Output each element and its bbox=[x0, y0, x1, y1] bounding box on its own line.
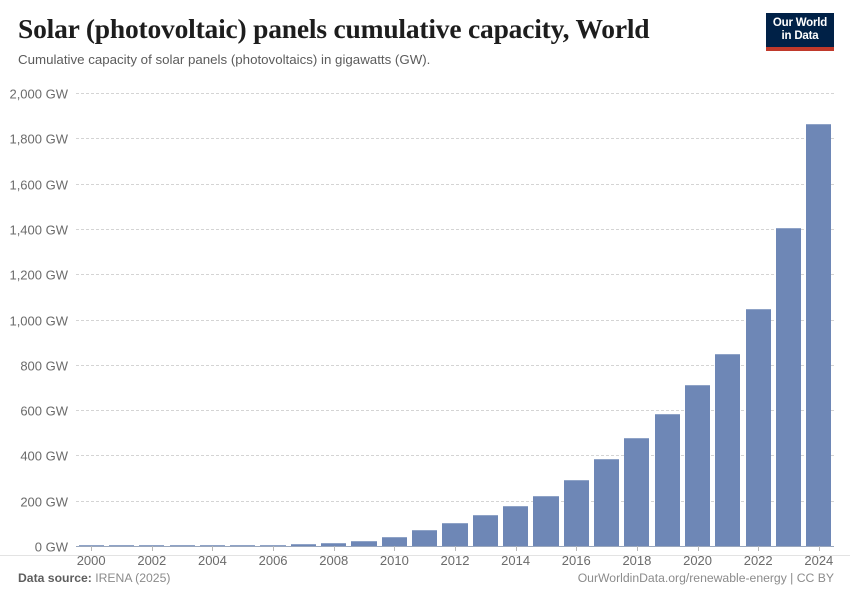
logo-line-1: Our World bbox=[772, 16, 828, 29]
x-axis-tick bbox=[394, 546, 396, 551]
gridline: 800 GW bbox=[20, 358, 834, 373]
bar[interactable] bbox=[594, 458, 620, 546]
x-axis-tick bbox=[455, 546, 456, 551]
gridline: 1,400 GW bbox=[9, 222, 834, 237]
x-axis-tick-label: 2020 bbox=[683, 553, 713, 568]
bar[interactable] bbox=[624, 437, 650, 546]
x-axis-tick bbox=[697, 546, 699, 551]
y-axis-tick-label: 800 GW bbox=[20, 358, 68, 374]
x-axis-tick-label: 2024 bbox=[804, 553, 834, 568]
x-axis-tick bbox=[212, 546, 214, 551]
source-link[interactable]: OurWorldinData.org/renewable-energy | CC… bbox=[577, 571, 834, 585]
gridline: 1,000 GW bbox=[9, 313, 834, 328]
chart-container: 0 GW 200 GW 400 GW 600 GW 800 GW 1,000 GW 1,20… bbox=[0, 78, 850, 568]
bar[interactable] bbox=[260, 544, 286, 546]
x-axis-tick bbox=[91, 546, 93, 551]
bar[interactable] bbox=[381, 536, 407, 546]
x-axis-tick bbox=[576, 546, 578, 551]
y-axis-tick-label: 1,400 GW bbox=[9, 222, 68, 238]
bar[interactable] bbox=[169, 545, 195, 546]
bar[interactable] bbox=[715, 353, 741, 546]
x-axis-tick-label: 2004 bbox=[197, 553, 227, 568]
bar[interactable] bbox=[351, 541, 377, 546]
x-axis-tick-label: 2002 bbox=[137, 553, 167, 568]
chart-header: Solar (photovoltaic) panels cumulative c… bbox=[0, 0, 850, 78]
x-axis-tick-label: 2006 bbox=[258, 553, 288, 568]
gridline: 2,000 GW bbox=[9, 87, 834, 102]
bar[interactable] bbox=[745, 309, 771, 546]
bar[interactable] bbox=[503, 506, 529, 546]
bar[interactable] bbox=[654, 414, 680, 546]
bar-series bbox=[76, 93, 834, 546]
y-axis-tick-label: 2,000 GW bbox=[9, 86, 68, 102]
x-axis-tick-label: 2012 bbox=[440, 553, 470, 568]
chart-subtitle: Cumulative capacity of solar panels (pho… bbox=[18, 51, 431, 67]
x-axis-tick bbox=[636, 546, 638, 551]
bar[interactable] bbox=[290, 544, 316, 546]
bar[interactable] bbox=[139, 545, 165, 546]
bar[interactable] bbox=[472, 515, 498, 546]
gridline: 1,800 GW bbox=[9, 132, 834, 147]
plot-area: 0 GW 200 GW 400 GW 600 GW 800 GW 1,000 GW 1,20… bbox=[9, 87, 834, 555]
y-axis-tick-label: 600 GW bbox=[20, 403, 68, 419]
bar[interactable] bbox=[563, 479, 589, 546]
x-axis-tick-label: 2010 bbox=[379, 553, 409, 568]
x-axis-tick bbox=[273, 546, 275, 551]
x-axis-tick bbox=[151, 546, 153, 551]
y-axis-tick-label: 0 GW bbox=[34, 539, 68, 555]
gridline: 1,600 GW bbox=[9, 177, 834, 192]
bar[interactable] bbox=[78, 545, 104, 546]
bar[interactable] bbox=[412, 530, 438, 546]
bar[interactable] bbox=[806, 123, 832, 546]
x-axis-tick-label: 2018 bbox=[622, 553, 652, 568]
x-axis-tick-label: 2008 bbox=[319, 553, 349, 568]
x-axis-tick bbox=[818, 546, 820, 551]
bar[interactable] bbox=[199, 545, 225, 546]
x-axis-tick-label: 2016 bbox=[561, 553, 591, 568]
y-axis-tick-label: 200 GW bbox=[20, 494, 68, 510]
data-source-value: IRENA (2025) bbox=[95, 571, 171, 585]
bar[interactable] bbox=[775, 227, 802, 546]
page-title: Solar (photovoltaic) panels cumulative c… bbox=[18, 13, 650, 44]
bar[interactable] bbox=[321, 542, 347, 546]
data-source-label: Data source: bbox=[18, 571, 92, 585]
x-axis-tick-label: 2022 bbox=[743, 553, 773, 568]
gridline: 1,200 GW bbox=[9, 268, 834, 283]
y-axis-tick-label: 400 GW bbox=[20, 448, 68, 464]
gridline: 400 GW bbox=[20, 449, 834, 464]
x-axis-tick-label: 2000 bbox=[76, 553, 106, 568]
bar[interactable] bbox=[684, 385, 711, 546]
gridline: 200 GW bbox=[20, 494, 834, 509]
data-source: Data source: IRENA (2025) bbox=[18, 571, 170, 585]
bar[interactable] bbox=[108, 545, 135, 546]
chart-footer: Data source: IRENA (2025) OurWorldinData… bbox=[0, 555, 850, 600]
y-axis-tick-label: 1,600 GW bbox=[9, 177, 68, 193]
y-axis-tick-label: 1,800 GW bbox=[9, 131, 68, 147]
x-axis: 2000 2002 2004 2006 2008 2010 2012 2014 2016 2018… bbox=[76, 546, 834, 586]
x-axis-tick bbox=[515, 546, 517, 551]
gridline: 600 GW bbox=[20, 404, 834, 419]
bar[interactable] bbox=[533, 496, 559, 546]
bar[interactable] bbox=[442, 523, 468, 546]
y-axis-tick-label: 1,000 GW bbox=[9, 313, 68, 328]
bar[interactable] bbox=[230, 544, 256, 546]
x-axis-tick-label: 2014 bbox=[501, 553, 531, 568]
our-world-in-data-logo[interactable]: Our World in Data bbox=[766, 13, 834, 51]
x-axis-tick bbox=[758, 546, 760, 551]
y-axis-tick-label: 1,200 GW bbox=[9, 267, 68, 283]
x-axis-tick bbox=[333, 546, 335, 551]
logo-line-2: in Data bbox=[781, 29, 819, 42]
